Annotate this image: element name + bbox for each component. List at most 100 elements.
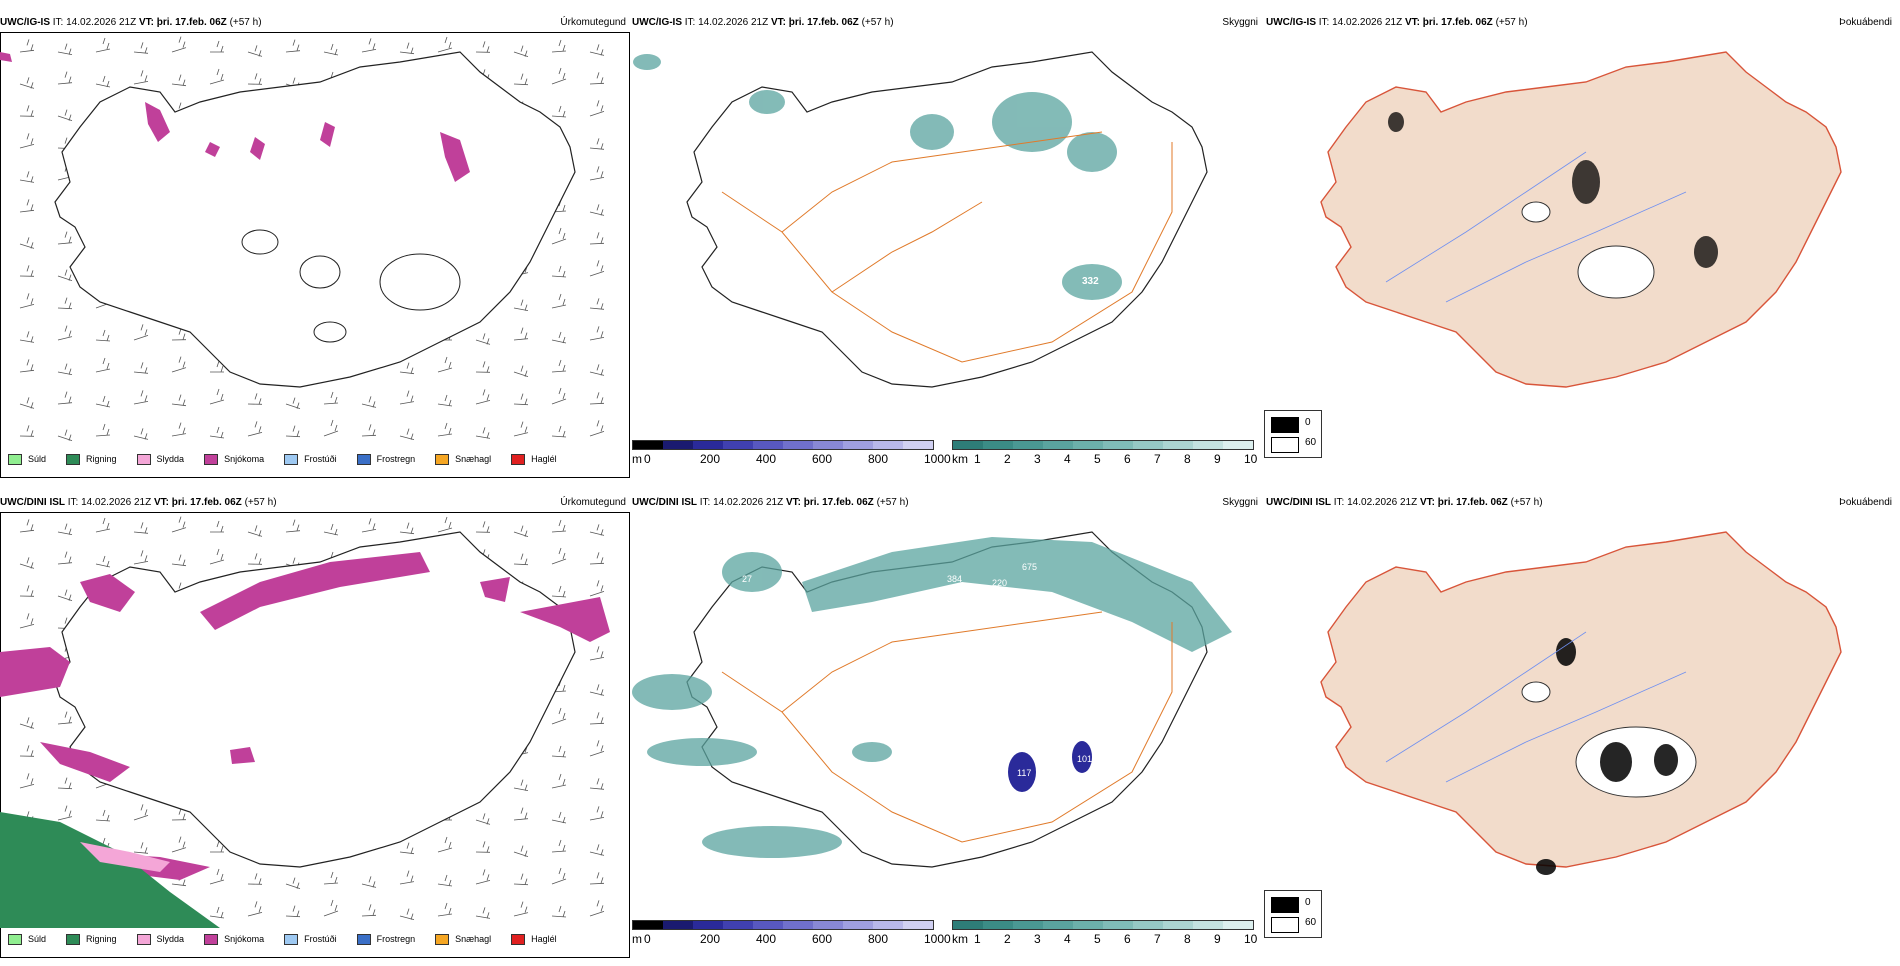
legend-item: Rigning <box>60 453 117 465</box>
wind-barb <box>437 422 453 437</box>
scale-tick-label: 5 <box>1094 452 1101 466</box>
visibility-panel-top: UWC/IG-IS IT: 14.02.2026 21Z VT: þri. 17… <box>632 16 1322 486</box>
wind-barb <box>513 553 529 566</box>
legend-item: Slydda <box>131 453 184 465</box>
init-time: 14.02.2026 21Z <box>698 17 769 28</box>
wind-barb <box>95 517 111 533</box>
wind-barb <box>19 105 35 117</box>
wind-barb <box>210 360 224 373</box>
rivers <box>1385 151 1687 303</box>
wind-barb <box>209 548 225 565</box>
wind-barb <box>361 518 377 533</box>
legend-item: Slydda <box>131 933 184 945</box>
wind-barb <box>95 329 111 342</box>
it-label: IT: <box>1333 497 1345 508</box>
scale-tick-label: 4 <box>1064 932 1071 946</box>
rivers <box>1385 631 1687 783</box>
wind-barb <box>551 867 567 885</box>
vis-label: 27 <box>742 574 752 584</box>
wind-barb <box>19 613 35 629</box>
wind-barb <box>437 36 453 53</box>
panel-title: Úrkomutegund <box>560 17 626 28</box>
vis-label: 332 <box>1082 276 1099 287</box>
km-unit: km <box>952 932 968 946</box>
model-name: UWC/DINI ISL <box>0 497 65 508</box>
init-time: 14.02.2026 21Z <box>1332 17 1403 28</box>
wind-barb <box>589 260 605 277</box>
wind-barb <box>171 394 187 407</box>
wind-barb <box>399 390 415 405</box>
wind-barb <box>589 232 605 245</box>
m-unit: m <box>632 932 642 946</box>
wind-barb <box>551 547 567 565</box>
legend-item: Frostúði <box>278 453 337 465</box>
wind-barb <box>19 237 35 249</box>
wind-barb <box>323 43 339 56</box>
vis-teal-areas <box>632 537 1232 858</box>
vis-label: 220 <box>992 578 1007 588</box>
model-name: UWC/DINI ISL <box>1266 497 1331 508</box>
wind-barb <box>171 328 187 341</box>
wind-barb <box>95 395 111 408</box>
wind-barb <box>19 133 35 149</box>
wind-barb <box>95 423 111 437</box>
legend-item: Snjókoma <box>198 453 264 465</box>
lead-time: (+57 h) <box>861 17 894 28</box>
iceland-outline <box>54 531 576 868</box>
wind-barb <box>19 773 35 789</box>
wind-barb <box>513 901 529 917</box>
valid-time: þri. 17.feb. 06Z <box>1437 497 1508 508</box>
wind-barb <box>551 839 567 853</box>
wind-barb <box>210 840 224 853</box>
vt-label: VT: <box>770 17 786 28</box>
wind-barb <box>57 777 73 790</box>
wind-barb <box>589 364 605 376</box>
wind-barb <box>247 45 263 57</box>
wind-barb <box>551 387 567 405</box>
panel-title: Þokuábendi <box>1839 17 1892 28</box>
scale-tick-label: 3 <box>1034 452 1041 466</box>
wind-barb <box>589 712 605 725</box>
wind-barb <box>323 391 339 405</box>
wind-barb <box>57 231 73 245</box>
scale-tick-label: 7 <box>1154 932 1161 946</box>
scale-tick-label: 3 <box>1034 932 1041 946</box>
wind-barb <box>19 717 35 729</box>
wind-barb <box>57 269 73 282</box>
wind-barb <box>247 873 263 885</box>
init-time: 14.02.2026 21Z <box>1347 497 1418 508</box>
valid-time: þri. 17.feb. 06Z <box>171 497 242 508</box>
legend-item: Rigning <box>60 933 117 945</box>
wind-barb <box>399 428 415 441</box>
wind-barb <box>551 425 567 438</box>
map-frame <box>0 32 630 478</box>
wind-barb <box>57 523 73 536</box>
wind-barb <box>209 906 225 919</box>
wind-barb <box>589 740 605 757</box>
rain-areas <box>0 812 220 928</box>
lead-time: (+57 h) <box>876 497 909 508</box>
scale-tick-label: 10 <box>1244 932 1258 946</box>
precip-panel-top: UWC/IG-IS IT: 14.02.2026 21Z VT: þri. 17… <box>0 16 630 486</box>
wind-barb <box>399 362 415 375</box>
wind-barb <box>19 77 35 89</box>
fog-map <box>1320 531 1842 875</box>
wind-barb <box>513 525 529 538</box>
wind-barb <box>589 524 605 536</box>
init-time: 14.02.2026 21Z <box>66 17 137 28</box>
lead-time: (+57 h) <box>244 497 277 508</box>
wind-barb <box>513 845 529 858</box>
wind-barb <box>133 42 149 54</box>
visibility-map: 332 <box>633 51 1208 388</box>
wind-barb <box>361 38 377 53</box>
wind-barb <box>285 397 301 410</box>
glaciers <box>241 229 461 343</box>
fog-map <box>1320 51 1842 388</box>
wind-barb <box>551 707 567 725</box>
precip-map <box>0 36 605 442</box>
wind-barb <box>399 908 415 921</box>
fog-areas <box>1388 112 1718 268</box>
iceland-outline <box>1320 51 1842 388</box>
valid-time: þri. 17.feb. 06Z <box>1422 17 1493 28</box>
wind-barb <box>95 37 111 53</box>
